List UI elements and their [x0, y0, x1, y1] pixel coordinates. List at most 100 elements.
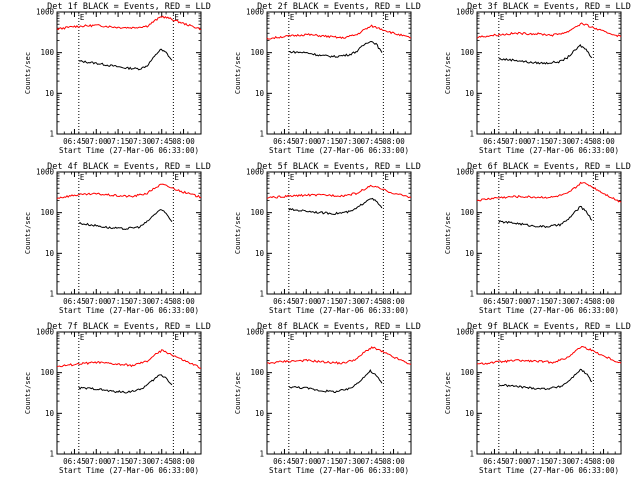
series-events-line	[78, 48, 173, 71]
series-events-line	[78, 209, 173, 231]
y-tick-label: 1000	[456, 8, 475, 17]
x-tick-label: 08:00	[382, 457, 405, 466]
y-axis-label: Counts/sec	[444, 52, 452, 94]
x-tick-label: 07:00	[85, 137, 108, 146]
y-axis-label: Counts/sec	[24, 212, 32, 254]
panel-det-9: Det 9f BLACK = Events, RED = LLD 1 10 100 10…	[444, 322, 631, 475]
y-tick-label: 10	[255, 89, 265, 98]
y-tick-label: 1	[49, 290, 54, 299]
event-marker-label: E	[174, 173, 179, 182]
x-tick-label: 06:45	[273, 457, 296, 466]
x-tick-label: 07:00	[295, 137, 318, 146]
y-tick-label: 100	[40, 368, 54, 377]
y-tick-label: 10	[465, 249, 475, 258]
y-tick-label: 1	[469, 450, 474, 459]
x-tick-label: 07:00	[505, 457, 528, 466]
y-tick-label: 1	[49, 130, 54, 139]
x-tick-label: 07:45	[570, 457, 593, 466]
x-tick-label: 07:00	[295, 297, 318, 306]
series-lld-line	[266, 184, 412, 199]
x-tick-label: 07:45	[570, 137, 593, 146]
panel-det-7: Det 7f BLACK = Events, RED = LLD 1 10 100 10…	[24, 322, 211, 475]
x-tick-label: 07:45	[150, 137, 173, 146]
series-events-line	[78, 374, 173, 394]
x-tick-label: 07:00	[505, 297, 528, 306]
y-axis-label: Counts/sec	[24, 372, 32, 414]
series-lld-line	[56, 183, 202, 200]
x-tick-label: 07:00	[85, 457, 108, 466]
panel-title: Det 8f BLACK = Events, RED = LLD	[257, 322, 421, 332]
plot-frame	[266, 171, 412, 295]
x-tick-label: 07:15	[107, 457, 130, 466]
event-marker-label: E	[594, 13, 599, 22]
x-tick-label: 06:45	[63, 457, 86, 466]
series-lld-line	[266, 24, 412, 40]
x-tick-label: 07:30	[129, 457, 152, 466]
panel-det-4: Det 4f BLACK = Events, RED = LLD 1 10 100 10…	[24, 162, 211, 315]
event-marker-label: E	[500, 13, 505, 22]
series-lld-line	[56, 15, 202, 31]
x-tick-label: 07:30	[549, 297, 572, 306]
y-tick-label: 10	[465, 409, 475, 418]
x-tick-label: 08:00	[592, 297, 615, 306]
series-events-line	[288, 197, 383, 216]
panel-det-6: Det 6f BLACK = Events, RED = LLD 1 10 100 10…	[444, 162, 631, 315]
event-marker-label: E	[594, 173, 599, 182]
panel-det-2: Det 2f BLACK = Events, RED = LLD 1 10 100 10…	[234, 2, 421, 155]
y-tick-label: 100	[250, 368, 264, 377]
panel-det-3: Det 3f BLACK = Events, RED = LLD 1 10 100 10…	[444, 2, 631, 155]
x-tick-label: 06:45	[483, 137, 506, 146]
y-tick-label: 1	[259, 290, 264, 299]
y-tick-label: 1000	[456, 168, 475, 177]
x-tick-label: 07:15	[527, 457, 550, 466]
panel-title: Det 3f BLACK = Events, RED = LLD	[467, 2, 631, 12]
y-tick-label: 100	[250, 208, 264, 217]
x-tick-label: 07:00	[295, 457, 318, 466]
y-tick-label: 100	[40, 48, 54, 57]
x-tick-label: 07:45	[570, 297, 593, 306]
y-tick-label: 10	[465, 89, 475, 98]
y-tick-label: 100	[40, 208, 54, 217]
x-tick-label: 06:45	[63, 137, 86, 146]
x-tick-label: 07:15	[317, 297, 340, 306]
plot-frame	[476, 331, 622, 455]
panel-title: Det 6f BLACK = Events, RED = LLD	[467, 162, 631, 172]
y-tick-label: 1000	[36, 168, 55, 177]
y-tick-label: 1000	[246, 168, 265, 177]
x-axis-label: Start Time (27-Mar-06 06:33:00)	[479, 306, 619, 315]
panel-title: Det 2f BLACK = Events, RED = LLD	[257, 2, 421, 12]
event-marker-label: E	[80, 173, 85, 182]
series-events-line	[498, 44, 593, 65]
plot-frame	[476, 171, 622, 295]
series-events-line	[498, 205, 593, 229]
x-axis-label: Start Time (27-Mar-06 06:33:00)	[59, 466, 199, 475]
x-axis-label: Start Time (27-Mar-06 06:33:00)	[269, 466, 409, 475]
x-tick-label: 08:00	[172, 297, 195, 306]
x-tick-label: 06:45	[483, 297, 506, 306]
y-tick-label: 1	[469, 290, 474, 299]
x-tick-label: 07:30	[129, 137, 152, 146]
x-tick-label: 07:45	[150, 457, 173, 466]
x-tick-label: 08:00	[592, 457, 615, 466]
series-events-line	[498, 368, 593, 391]
event-marker-label: E	[290, 13, 295, 22]
x-tick-label: 07:45	[360, 137, 383, 146]
x-tick-label: 07:15	[317, 137, 340, 146]
y-tick-label: 100	[460, 208, 474, 217]
y-tick-label: 1000	[36, 328, 55, 337]
panel-title: Det 9f BLACK = Events, RED = LLD	[467, 322, 631, 332]
x-tick-label: 07:30	[549, 137, 572, 146]
event-marker-label: E	[80, 333, 85, 342]
y-axis-label: Counts/sec	[234, 372, 242, 414]
y-tick-label: 1000	[456, 328, 475, 337]
panel-title: Det 7f BLACK = Events, RED = LLD	[47, 322, 211, 332]
series-events-line	[288, 369, 383, 393]
x-tick-label: 07:15	[527, 297, 550, 306]
series-lld-line	[476, 181, 622, 203]
x-tick-label: 08:00	[382, 137, 405, 146]
x-tick-label: 08:00	[382, 297, 405, 306]
x-tick-label: 08:00	[592, 137, 615, 146]
y-axis-label: Counts/sec	[234, 52, 242, 94]
y-tick-label: 100	[460, 48, 474, 57]
series-lld-line	[476, 22, 622, 39]
